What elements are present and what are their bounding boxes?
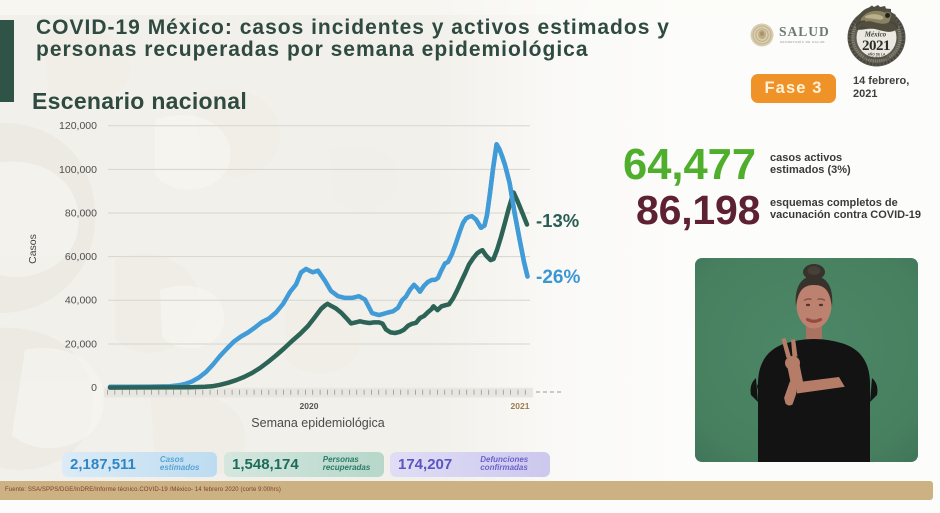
svg-text:80,000: 80,000 xyxy=(65,207,97,219)
svg-text:20,000: 20,000 xyxy=(65,338,97,350)
svg-text:Casos: Casos xyxy=(27,234,39,264)
svg-text:CONSUMACIÓN: CONSUMACIÓN xyxy=(864,55,889,60)
svg-text:40,000: 40,000 xyxy=(65,295,97,307)
svg-text:2021: 2021 xyxy=(511,401,530,411)
svg-text:2020: 2020 xyxy=(300,401,319,411)
svg-text:México: México xyxy=(864,31,887,39)
svg-text:2021: 2021 xyxy=(862,38,890,54)
svg-text:120,000: 120,000 xyxy=(59,120,97,132)
svg-text:AÑO DE LA: AÑO DE LA xyxy=(868,52,886,57)
svg-text:100,000: 100,000 xyxy=(59,164,97,176)
svg-text:0: 0 xyxy=(91,382,97,394)
svg-text:-13%: -13% xyxy=(536,210,579,231)
svg-text:-26%: -26% xyxy=(536,267,580,288)
svg-text:60,000: 60,000 xyxy=(65,251,97,263)
svg-text:Semana epidemiológica: Semana epidemiológica xyxy=(251,416,384,430)
